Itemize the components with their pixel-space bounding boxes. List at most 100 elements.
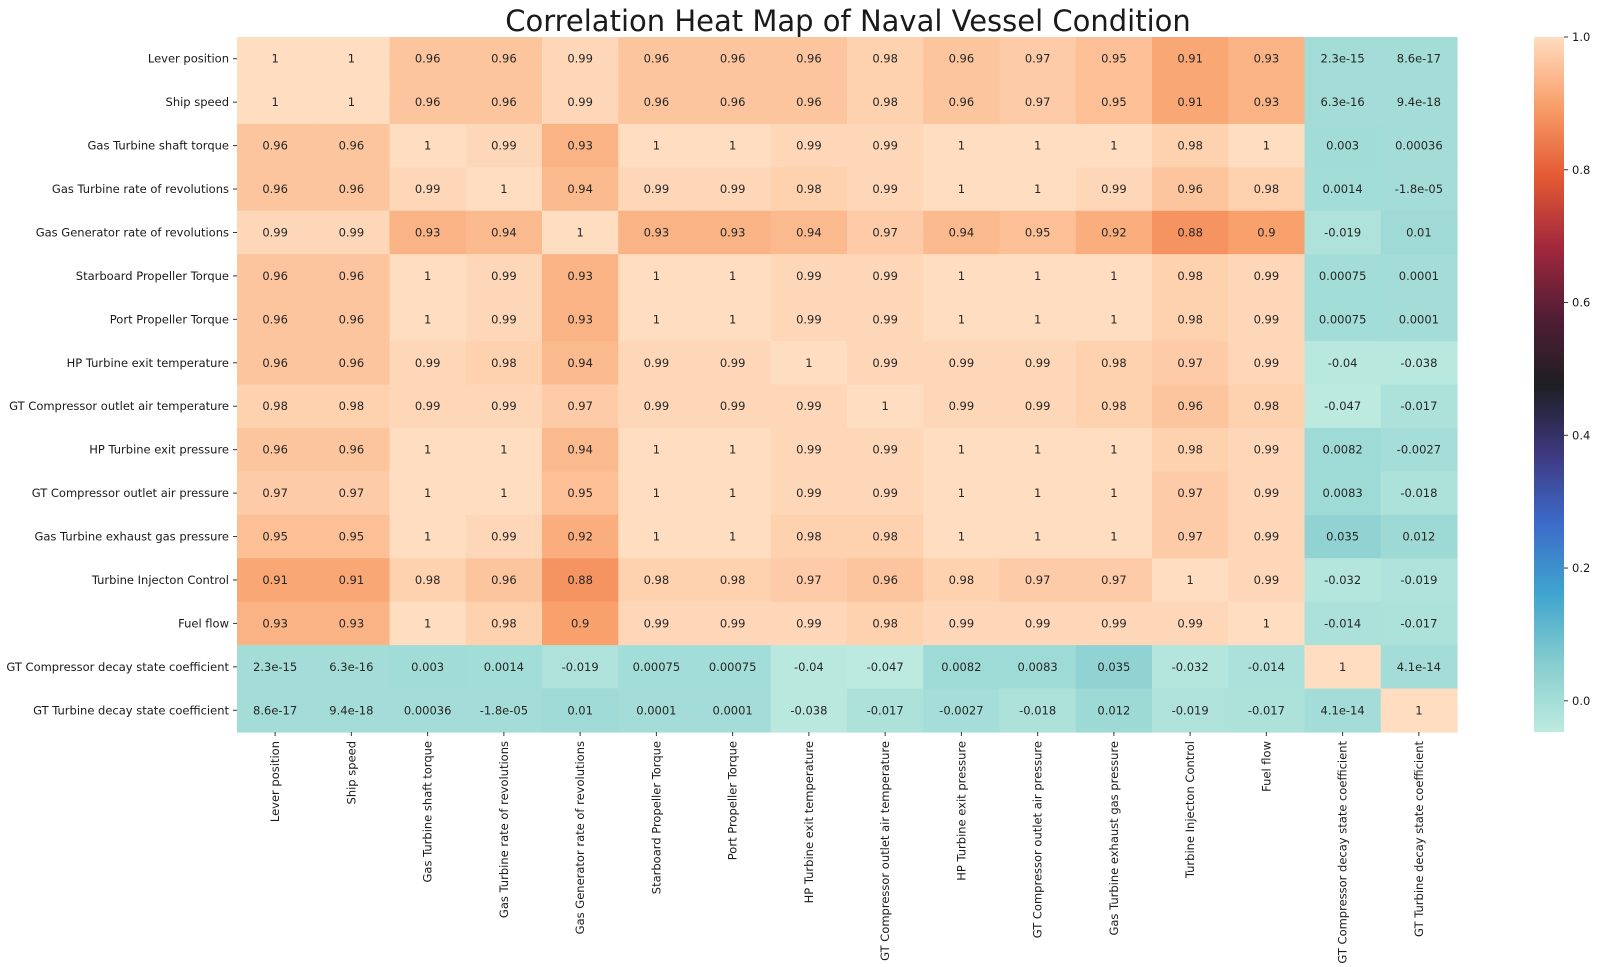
cell-value-label: 0.98 bbox=[1177, 443, 1203, 457]
heatmap-cell bbox=[1152, 558, 1229, 603]
heatmap-cell bbox=[1228, 341, 1306, 386]
heatmap-cell bbox=[1152, 254, 1229, 299]
cell-value-label: 0.98 bbox=[1254, 399, 1280, 413]
heatmap-cell bbox=[770, 297, 848, 342]
heatmap-cell bbox=[1304, 688, 1382, 733]
cell-value-label: 0.91 bbox=[262, 573, 288, 587]
heatmap-cell bbox=[1304, 427, 1382, 472]
heatmap-cell bbox=[389, 601, 467, 646]
cell-value-label: 0.92 bbox=[1101, 225, 1127, 239]
cell-value-label: 0.99 bbox=[1254, 312, 1280, 326]
heatmap-cell bbox=[618, 80, 696, 125]
heatmap-cell bbox=[999, 254, 1077, 299]
heatmap-cell bbox=[389, 558, 467, 603]
cell-value-label: -0.017 bbox=[1248, 703, 1285, 717]
heatmap-cell bbox=[999, 37, 1077, 82]
column-label: Gas Turbine exhaust gas pressure bbox=[1107, 741, 1121, 936]
heatmap-cell bbox=[618, 471, 696, 516]
cell-value-label: -0.019 bbox=[1400, 573, 1437, 587]
cell-value-label: 0.99 bbox=[720, 616, 746, 630]
row-label: Fuel flow bbox=[178, 616, 229, 630]
column-label: Gas Turbine shaft torque bbox=[421, 741, 435, 883]
cell-value-label: 1 bbox=[1034, 312, 1041, 326]
cell-value-label: 1 bbox=[958, 530, 965, 544]
heatmap-cell bbox=[923, 37, 1001, 82]
heatmap-cell bbox=[313, 384, 391, 429]
heatmap-cell bbox=[1228, 558, 1306, 603]
cell-value-label: 0.01 bbox=[1406, 225, 1432, 239]
cell-value-label: 0.99 bbox=[1025, 356, 1051, 370]
heatmap-cell bbox=[1152, 471, 1229, 516]
row-label: Port Propeller Torque bbox=[110, 312, 229, 326]
heatmap-cell bbox=[770, 558, 848, 603]
cell-value-label: 0.94 bbox=[796, 225, 822, 239]
cell-value-label: 0.94 bbox=[567, 443, 593, 457]
cell-value-label: 0.92 bbox=[567, 530, 593, 544]
heatmap-cell bbox=[542, 601, 619, 646]
cell-value-label: 1 bbox=[1034, 443, 1041, 457]
heatmap-cell bbox=[313, 645, 391, 690]
cell-value-label: 8.6e-17 bbox=[1397, 52, 1441, 66]
column-label: HP Turbine exit pressure bbox=[954, 741, 968, 881]
row-label: Gas Turbine shaft torque bbox=[88, 139, 230, 153]
heatmap-cell bbox=[923, 167, 1001, 212]
heatmap-cell bbox=[618, 254, 696, 299]
cell-value-label: 1 bbox=[1110, 530, 1117, 544]
cell-value-label: 0.99 bbox=[872, 486, 898, 500]
heatmap-cell bbox=[694, 167, 772, 212]
cell-value-label: 1 bbox=[424, 616, 431, 630]
heatmap-cell bbox=[1152, 341, 1229, 386]
cell-value-label: 1 bbox=[348, 52, 355, 66]
heatmap-cell bbox=[1228, 297, 1306, 342]
cell-value-label: 0.98 bbox=[872, 616, 898, 630]
heatmap-cell bbox=[1380, 645, 1458, 690]
cell-value-label: 2.3e-15 bbox=[253, 660, 297, 674]
heatmap-cell bbox=[1075, 427, 1153, 472]
heatmap-cell bbox=[1380, 341, 1458, 386]
cell-value-label: 0.95 bbox=[339, 530, 365, 544]
row-label: GT Compressor decay state coefficient bbox=[6, 660, 229, 674]
heatmap-cell bbox=[999, 688, 1077, 733]
cell-value-label: 0.99 bbox=[796, 616, 822, 630]
heatmap-cell bbox=[1304, 384, 1382, 429]
heatmap-cell bbox=[465, 645, 543, 690]
colorbar-tick-label: 0.8 bbox=[1572, 163, 1590, 177]
cell-value-label: 1 bbox=[500, 486, 507, 500]
row-label: HP Turbine exit pressure bbox=[89, 443, 229, 457]
column-label: HP Turbine exit temperature bbox=[802, 741, 816, 903]
heatmap-cell bbox=[1075, 514, 1153, 559]
heatmap-cell bbox=[542, 384, 619, 429]
heatmap-cell bbox=[847, 167, 924, 212]
cell-value-label: 1 bbox=[958, 312, 965, 326]
cell-value-label: 0.97 bbox=[1025, 95, 1051, 109]
cell-value-label: 1 bbox=[424, 443, 431, 457]
heatmap-cell bbox=[1380, 688, 1458, 733]
cell-value-label: 0.99 bbox=[796, 312, 822, 326]
heatmap-cell bbox=[1228, 167, 1306, 212]
cell-value-label: 0.98 bbox=[262, 399, 288, 413]
heatmap-cell bbox=[618, 297, 696, 342]
heatmap-cell bbox=[847, 601, 924, 646]
heatmap-cell bbox=[465, 384, 543, 429]
heatmap-cell bbox=[694, 688, 772, 733]
cell-value-label: -1.8e-05 bbox=[1395, 182, 1443, 196]
cell-value-label: 1 bbox=[271, 52, 278, 66]
heatmap-cell bbox=[542, 341, 619, 386]
column-label: Turbine Injecton Control bbox=[1183, 741, 1197, 879]
heatmap-cell bbox=[1228, 254, 1306, 299]
cell-value-label: 0.00036 bbox=[1395, 139, 1443, 153]
heatmap-cell bbox=[389, 471, 467, 516]
heatmap-cell bbox=[1075, 601, 1153, 646]
heatmap-cell bbox=[1304, 167, 1382, 212]
cell-value-label: 0.99 bbox=[949, 399, 975, 413]
heatmap-cell bbox=[1304, 471, 1382, 516]
column-label: Fuel flow bbox=[1259, 741, 1273, 792]
heatmap-cell bbox=[465, 471, 543, 516]
cell-value-label: 0.99 bbox=[644, 182, 670, 196]
cell-value-label: 1 bbox=[653, 139, 660, 153]
cell-value-label: 0.96 bbox=[949, 52, 975, 66]
cell-value-label: 0.93 bbox=[567, 139, 593, 153]
heatmap-cell bbox=[999, 384, 1077, 429]
cell-value-label: 0.93 bbox=[567, 269, 593, 283]
heatmap-cell bbox=[542, 123, 619, 168]
